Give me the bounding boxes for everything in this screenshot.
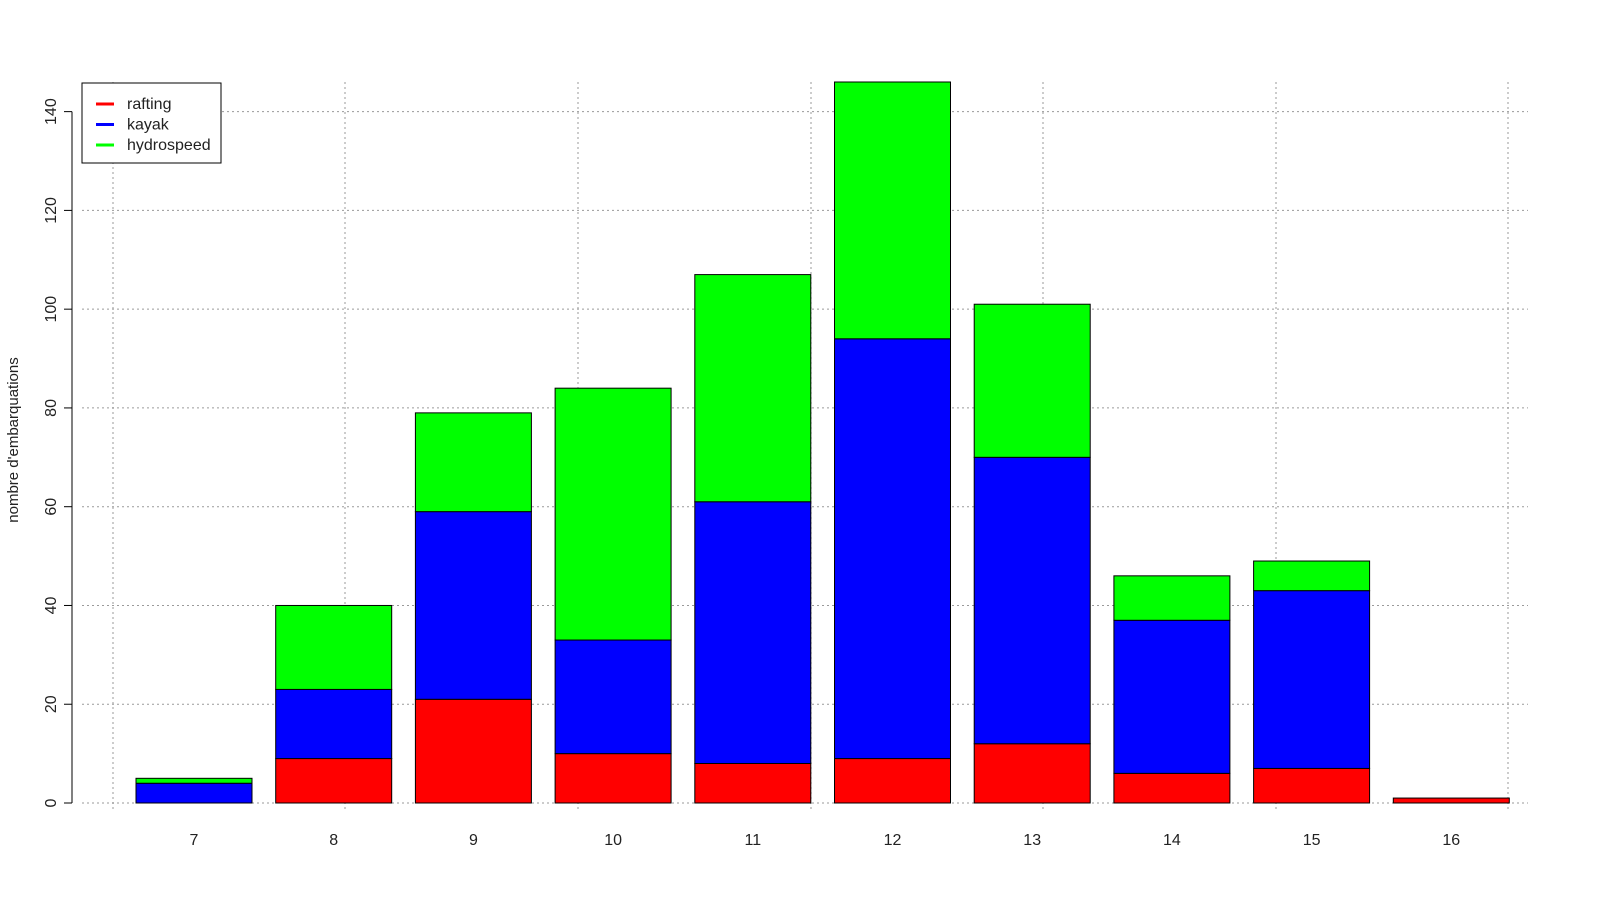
y-tick-label: 0 bbox=[43, 798, 60, 807]
bar-rafting-16 bbox=[1392, 797, 1510, 804]
bar-kayak-8 bbox=[275, 688, 393, 760]
x-tick-label: 15 bbox=[1303, 832, 1321, 849]
x-tick-label: 8 bbox=[329, 832, 338, 849]
x-tick-label: 16 bbox=[1442, 832, 1460, 849]
bar-rafting-11 bbox=[694, 762, 812, 804]
bars bbox=[135, 81, 1510, 804]
y-tick-label: 120 bbox=[43, 197, 60, 224]
bar-hydrospeed-10 bbox=[554, 387, 672, 641]
bar-rafting-12 bbox=[834, 758, 951, 804]
bar-hydrospeed-9 bbox=[414, 412, 532, 513]
y-tick-label: 40 bbox=[43, 596, 60, 614]
bar-hydrospeed-13 bbox=[973, 303, 1091, 458]
bar-kayak-11 bbox=[694, 501, 812, 764]
bar-rafting-14 bbox=[1113, 772, 1231, 804]
bar-kayak-15 bbox=[1253, 590, 1371, 769]
bar-rafting-8 bbox=[275, 758, 393, 804]
x-tick-label: 10 bbox=[604, 832, 622, 849]
bar-rafting-9 bbox=[414, 698, 532, 804]
bar-hydrospeed-11 bbox=[694, 274, 812, 503]
y-tick-label: 100 bbox=[43, 296, 60, 323]
bar-kayak-14 bbox=[1113, 619, 1231, 774]
x-tick-label: 13 bbox=[1023, 832, 1041, 849]
x-tick-label: 7 bbox=[190, 832, 199, 849]
y-tick-label: 140 bbox=[43, 98, 60, 125]
legend-label-rafting: rafting bbox=[127, 96, 171, 113]
bar-rafting-10 bbox=[554, 753, 672, 804]
y-tick-label: 60 bbox=[43, 498, 60, 516]
bar-hydrospeed-15 bbox=[1253, 560, 1371, 592]
bar-hydrospeed-7 bbox=[135, 777, 253, 784]
legend-label-kayak: kayak bbox=[127, 117, 170, 134]
y-axis-label: nombre d'embarquations bbox=[5, 357, 22, 522]
bar-rafting-13 bbox=[973, 743, 1091, 804]
bar-hydrospeed-12 bbox=[834, 81, 951, 340]
y-tick-label: 80 bbox=[43, 399, 60, 417]
x-tick-label: 14 bbox=[1163, 832, 1181, 849]
bar-hydrospeed-14 bbox=[1113, 575, 1231, 621]
bar-kayak-12 bbox=[834, 338, 951, 760]
bar-kayak-7 bbox=[135, 782, 253, 804]
y-axis: 0 20 40 60 80 100 120 140 bbox=[43, 98, 73, 807]
y-tick-label: 20 bbox=[43, 695, 60, 713]
bar-hydrospeed-8 bbox=[275, 604, 393, 690]
bar-rafting-15 bbox=[1253, 767, 1371, 804]
x-tick-label: 11 bbox=[744, 832, 761, 849]
x-tick-label: 12 bbox=[884, 832, 902, 849]
x-axis-labels: 7 8 9 10 11 12 13 14 15 16 bbox=[190, 832, 1461, 849]
legend: rafting kayak hydrospeed bbox=[81, 82, 222, 164]
legend-label-hydrospeed: hydrospeed bbox=[127, 137, 211, 154]
bar-kayak-13 bbox=[973, 456, 1091, 745]
x-tick-label: 9 bbox=[469, 832, 478, 849]
bar-kayak-10 bbox=[554, 639, 672, 755]
bar-kayak-9 bbox=[414, 511, 532, 700]
